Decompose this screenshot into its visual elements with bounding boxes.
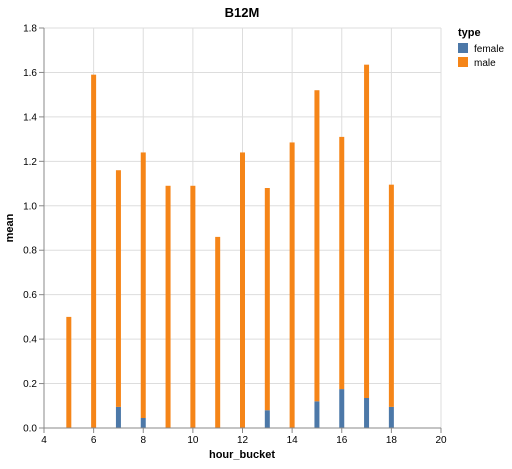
x-tick-label: 10 [187,435,199,446]
bar-male-18 [388,184,394,407]
y-tick-label: 0.2 [23,379,37,390]
bar-male-10 [190,185,196,428]
bar-male-9 [165,185,171,428]
x-tick-label: 16 [336,435,348,446]
x-tick-label: 12 [237,435,249,446]
bar-female-13 [264,410,270,428]
bar-female-7 [115,406,121,428]
ticks: 4 6 8 10 12 14 16 18 20 0.0 0.2 0.4 0.6 0.8 1.0 1.2 1.4 1… [23,24,447,447]
y-tick-label: 1.8 [23,24,37,35]
bar-male-11 [215,236,221,428]
x-axis-title: hour_bucket [209,449,275,461]
bar-female-17 [364,398,370,428]
bar-male-16 [339,136,345,390]
bar-male-13 [264,188,270,411]
legend-title: type [458,27,481,39]
bar-female-8 [140,418,146,428]
bar-male-15 [314,90,320,402]
x-tick-label: 14 [287,435,299,446]
x-tick-label: 6 [91,435,97,446]
legend-label-female: female [474,44,504,55]
y-tick-label: 1.0 [23,201,37,212]
legend-swatch-male [458,57,468,67]
legend: type female male [458,27,504,69]
bar-female-15 [314,401,320,428]
legend-label-male: male [474,58,496,69]
x-tick-label: 4 [41,435,47,446]
bar-male-7 [115,170,121,407]
y-tick-label: 1.6 [23,68,37,79]
x-tick-label: 20 [435,435,447,446]
bar-male-5 [66,316,72,428]
y-tick-label: 0.6 [23,290,37,301]
x-tick-label: 8 [140,435,146,446]
bar-male-14 [289,142,295,428]
bars [66,64,394,429]
y-tick-label: 0.0 [23,424,37,435]
y-axis-title: mean [4,213,16,242]
y-tick-label: 0.8 [23,246,37,257]
bar-male-17 [364,64,370,399]
bar-male-12 [240,152,245,428]
bar-female-16 [339,389,345,428]
y-tick-label: 1.4 [23,112,37,123]
bar-male-6 [91,74,97,429]
x-tick-label: 18 [386,435,398,446]
bar-male-8 [140,152,146,418]
legend-swatch-female [458,43,468,53]
chart-title: B12M [225,5,260,20]
bar-female-18 [388,406,394,428]
y-tick-label: 0.4 [23,335,37,346]
y-tick-label: 1.2 [23,157,37,168]
